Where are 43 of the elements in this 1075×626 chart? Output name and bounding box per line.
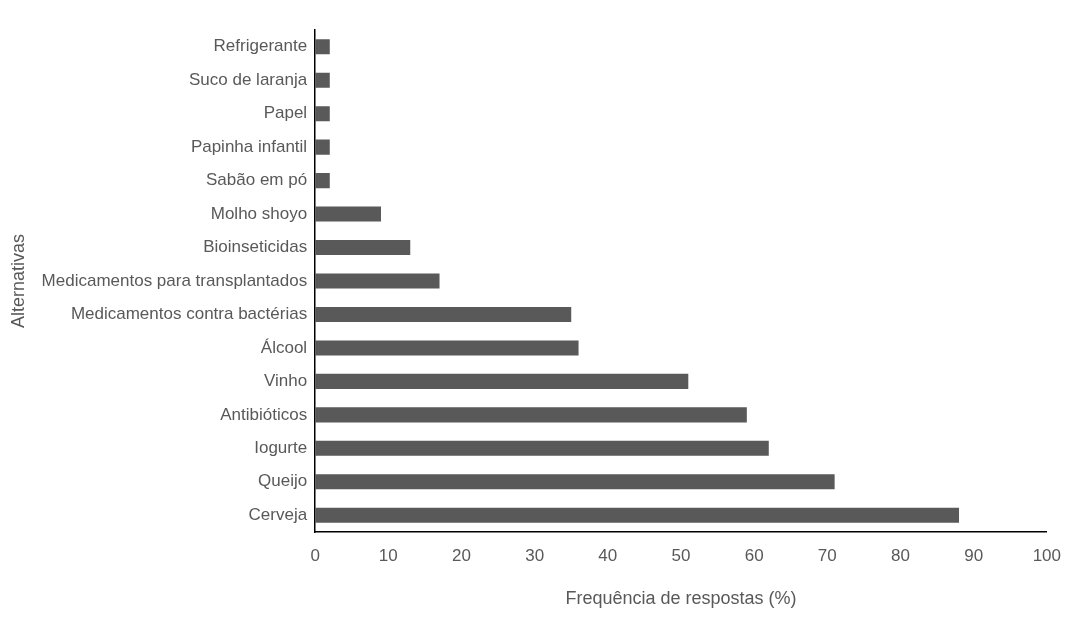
y-tick-label: Antibióticos (220, 404, 308, 424)
bar (315, 306, 572, 322)
bar (315, 240, 411, 256)
bar (315, 474, 835, 490)
x-tick-label: 30 (525, 545, 545, 565)
x-tick-label: 20 (452, 545, 471, 565)
bar (315, 440, 769, 456)
x-tick-label: 90 (964, 545, 984, 565)
y-tick-label: Papinha infantil (190, 136, 308, 156)
x-tick-label: 10 (378, 545, 398, 565)
y-tick-label: Suco de laranja (189, 69, 308, 89)
bar (315, 72, 330, 88)
y-tick-label: Molho shoyo (210, 203, 308, 223)
bar (315, 173, 330, 189)
bar (315, 407, 747, 423)
x-tick-label: 80 (891, 545, 910, 565)
y-tick-label: Vinho (263, 371, 308, 391)
x-tick-label: 50 (671, 545, 691, 565)
bar (315, 206, 381, 222)
x-tick-label: 0 (310, 545, 320, 565)
y-tick-label: Cerveja (248, 504, 308, 524)
y-tick-label: Papel (263, 103, 308, 123)
y-tick-label: Medicamentos para transplantados (41, 270, 308, 290)
bar (315, 373, 689, 389)
y-axis-title: Alternativas (7, 233, 28, 329)
bar (315, 106, 330, 122)
bar (315, 340, 579, 356)
x-tick-label: 60 (744, 545, 764, 565)
x-tick-label: 70 (817, 545, 837, 565)
x-axis-title: Frequência de respostas (%) (565, 588, 797, 609)
x-tick-label: 40 (598, 545, 618, 565)
y-tick-label: Refrigerante (213, 36, 308, 56)
y-tick-label: Álcool (260, 337, 308, 357)
y-tick-label: Medicamentos contra bactérias (70, 304, 308, 324)
bar (315, 273, 440, 289)
x-tick-label: 100 (1032, 545, 1062, 565)
bar (315, 139, 330, 155)
y-tick-label: Bioinseticidas (203, 237, 308, 257)
bar (315, 507, 960, 523)
bar (315, 39, 330, 55)
y-tick-label: Queijo (258, 471, 308, 491)
y-tick-label: Sabão em pó (206, 170, 308, 190)
y-tick-label: Iogurte (254, 438, 308, 458)
